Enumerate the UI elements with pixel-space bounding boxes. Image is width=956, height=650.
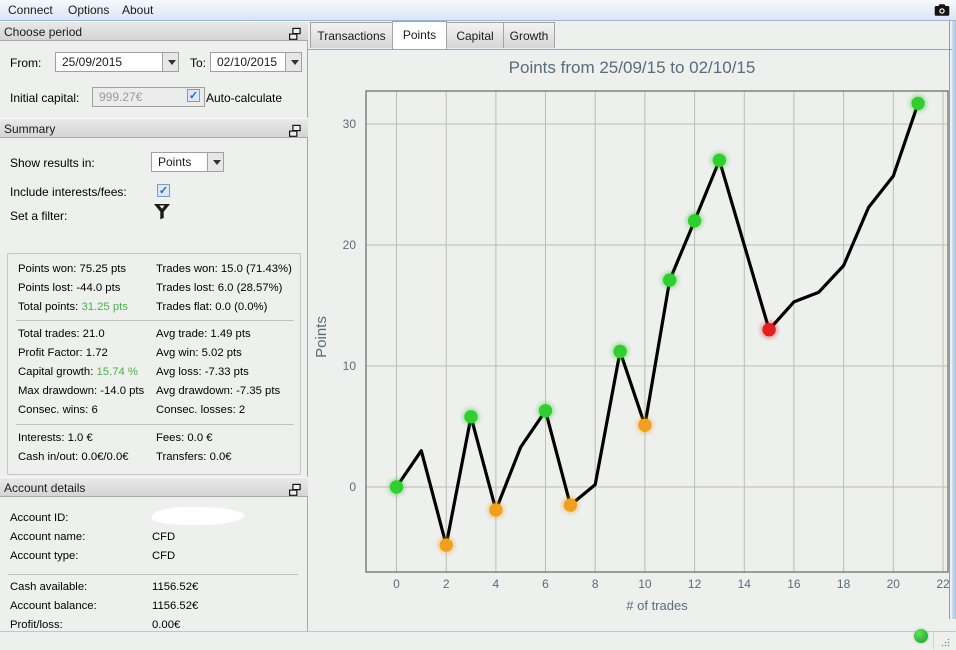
svg-text:16: 16 [787,577,801,591]
svg-text:22: 22 [936,577,950,591]
svg-text:10: 10 [343,359,357,373]
svg-text:0: 0 [393,577,400,591]
svg-text:2: 2 [443,577,450,591]
svg-text:4: 4 [493,577,500,591]
svg-text:30: 30 [343,117,357,131]
svg-text:0: 0 [349,480,356,494]
svg-text:8: 8 [592,577,599,591]
svg-text:6: 6 [542,577,549,591]
svg-text:14: 14 [738,577,752,591]
svg-text:Points: Points [313,316,330,358]
svg-text:10: 10 [638,577,652,591]
svg-text:# of trades: # of trades [626,598,688,613]
svg-text:20: 20 [887,577,901,591]
svg-text:12: 12 [688,577,702,591]
svg-text:18: 18 [837,577,851,591]
svg-text:20: 20 [343,238,357,252]
